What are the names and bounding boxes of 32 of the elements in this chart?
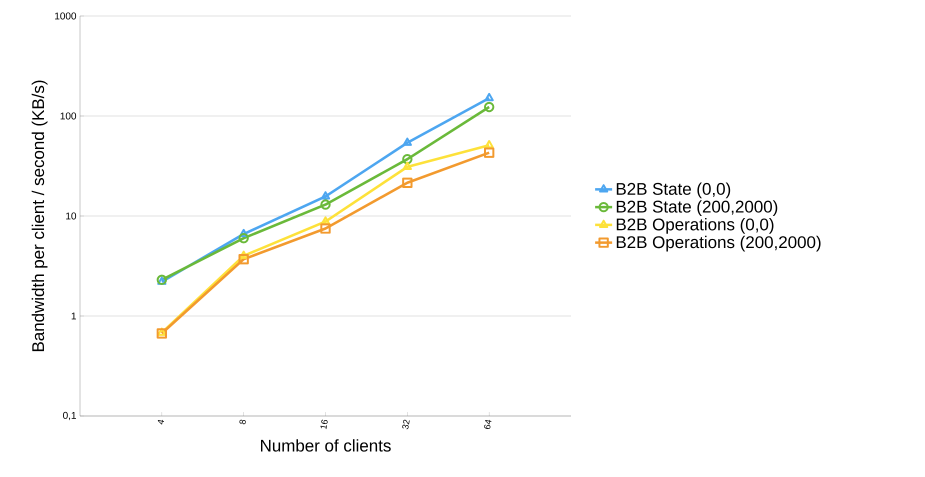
legend-label: B2B Operations (0,0) [616, 218, 774, 234]
point [238, 233, 249, 244]
point [484, 92, 494, 102]
point [239, 228, 248, 238]
x-tick-label: 8 [239, 420, 246, 424]
x-tick-label: 16 [320, 420, 328, 430]
point [320, 191, 330, 200]
point [402, 154, 413, 164]
point [402, 178, 413, 188]
y-tick-label: 1000 [55, 12, 76, 20]
point [484, 147, 494, 158]
point [402, 162, 412, 170]
point [402, 138, 412, 146]
legend-label: B2B Operations (200,2000) [616, 236, 821, 252]
point [156, 328, 168, 339]
legend-label: B2B State (200,2000) [616, 200, 778, 216]
point [320, 216, 330, 225]
x-tick-label: 64 [484, 420, 492, 429]
point [484, 140, 494, 148]
y-tick-label: 1 [72, 312, 76, 320]
x-tick-label: 4 [158, 420, 164, 424]
point [484, 102, 494, 112]
y-tick-label: 0,1 [63, 412, 76, 420]
y-axis-title: Bandwidth per client / second (KB/s) [32, 80, 48, 352]
x-tick-label: 32 [402, 420, 410, 430]
point [320, 199, 331, 210]
y-tick-label: 10 [66, 212, 76, 220]
legend-label: B2B State (0,0) [616, 182, 730, 198]
y-tick-label: 100 [60, 112, 76, 120]
x-axis-title: Number of clients [261, 439, 391, 452]
point [238, 254, 249, 264]
point [320, 223, 331, 234]
